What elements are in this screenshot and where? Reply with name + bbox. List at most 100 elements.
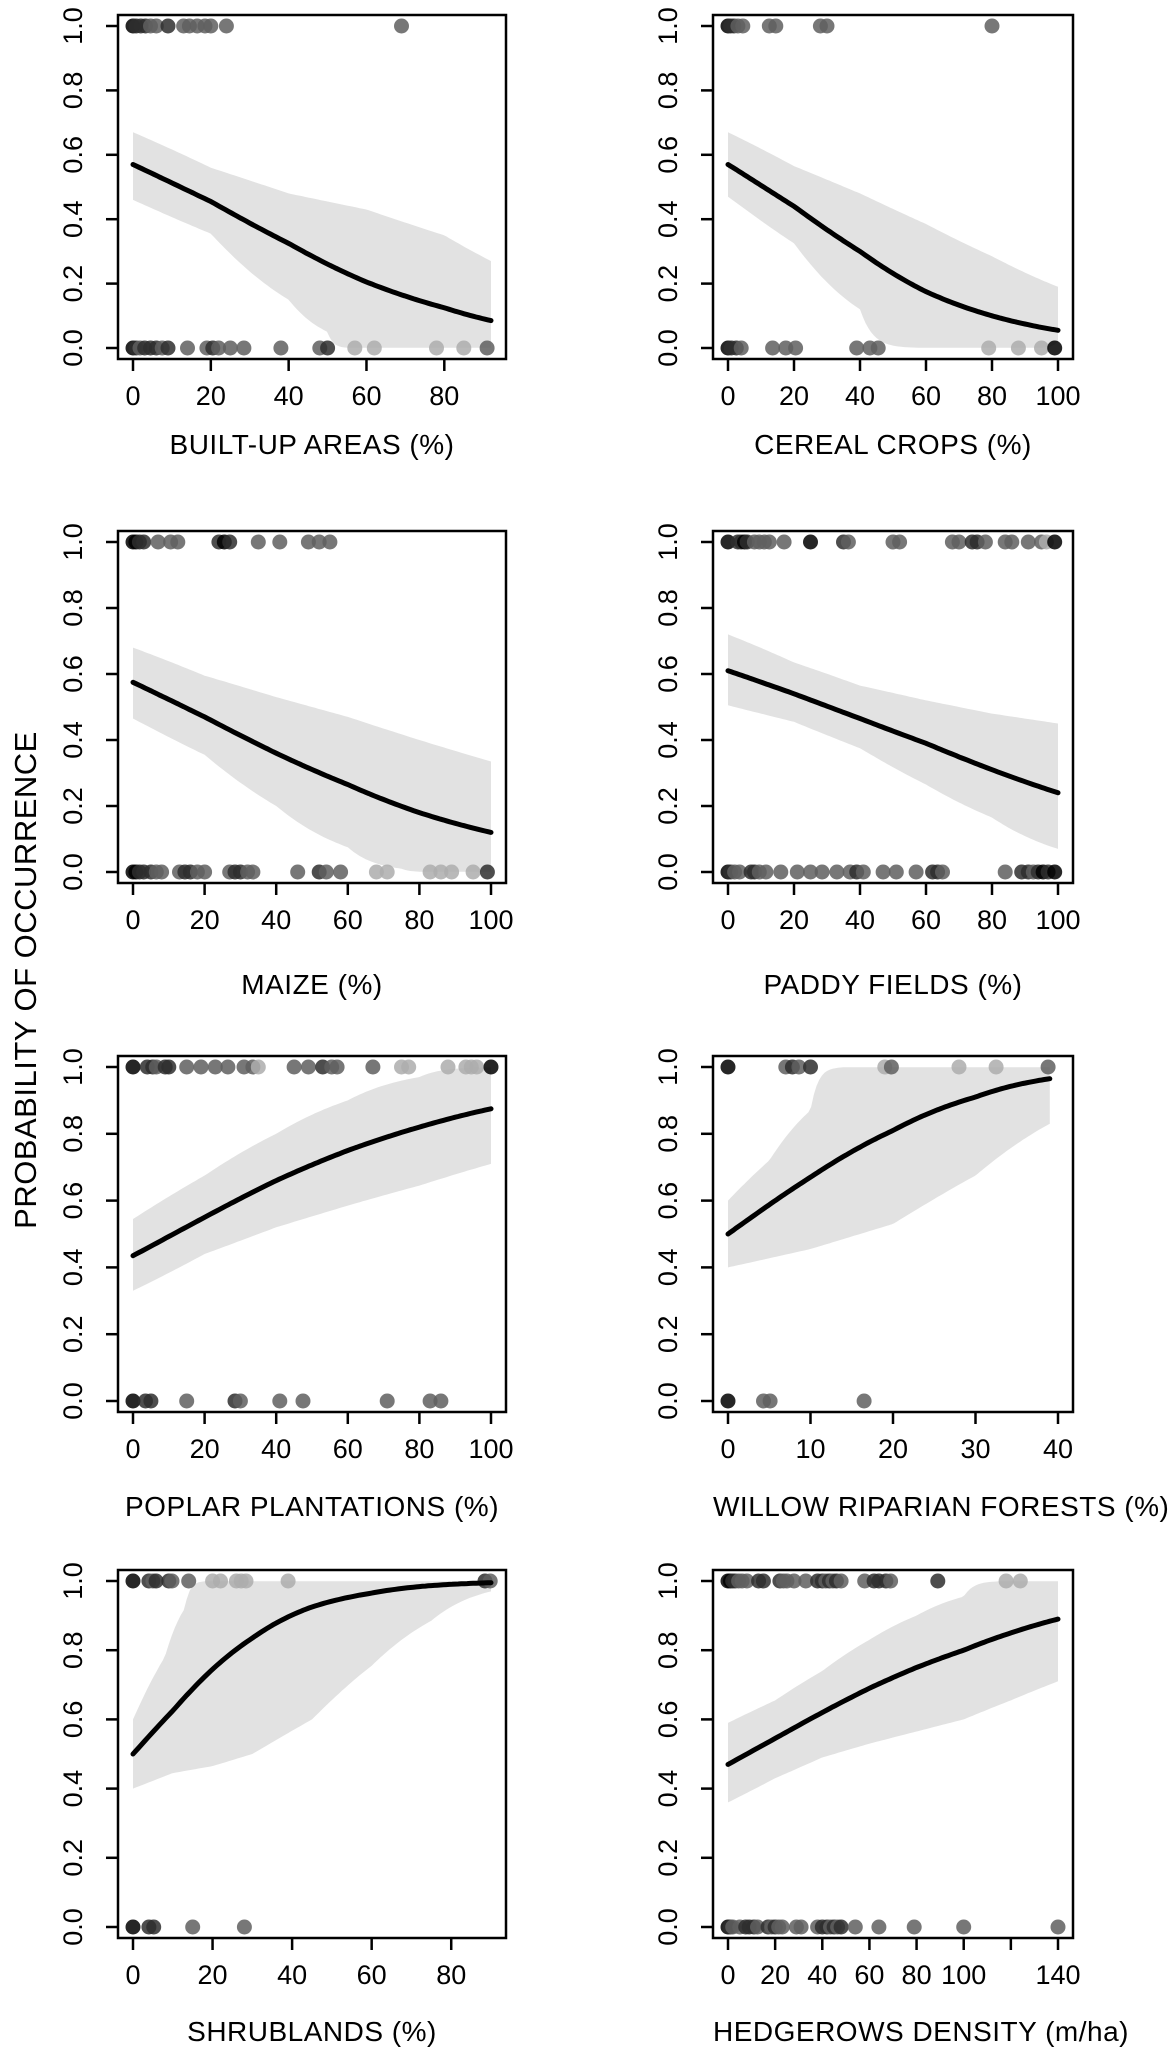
- panel-shrublands: 0.0 0.2 0.4 0.6 0.8 1.0 0 20 40 60 80 SHRUBLANDS (…: [38, 1556, 522, 2062]
- y-tick-label: 0.8: [653, 1631, 683, 1669]
- x-axis-title: CEREAL CROPS (%): [754, 429, 1032, 460]
- confidence-band: [133, 132, 491, 348]
- plot-frame: [116, 1568, 508, 1940]
- y-tick-label: 0.0: [653, 1908, 683, 1946]
- fitted-probability-curve: [130, 679, 494, 835]
- x-axis-title: HEDGEROWS DENSITY (m/ha): [713, 2016, 1129, 2047]
- x-tick-label: 80: [429, 381, 459, 411]
- x-tick-label: 40: [845, 905, 875, 935]
- cereal-crops-plot: 0.0 0.2 0.4 0.6 0.8 1.0 0 20 40 60 80 100: [653, 7, 1081, 411]
- x-tick-label: 60: [333, 1434, 363, 1464]
- x-tick-label: 40: [845, 381, 875, 411]
- x-axis-title: WILLOW RIPARIAN FORESTS (%): [713, 1491, 1170, 1522]
- y-axis: 0.0 0.2 0.4 0.6 0.8 1.0: [58, 7, 118, 367]
- observation-points: [720, 18, 1063, 356]
- fitted-probability-curve: [725, 1616, 1061, 1767]
- y-tick-label: 0.2: [653, 1839, 683, 1877]
- x-axis-title: BUILT-UP AREAS (%): [169, 429, 455, 460]
- observation-points: [125, 1573, 498, 1935]
- y-tick-label: 0.4: [58, 1249, 88, 1287]
- y-tick-label: 0.2: [653, 1315, 683, 1353]
- y-axis: 0.0 0.2 0.4 0.6 0.8 1.0: [58, 1048, 118, 1420]
- x-axis: 0 20 40 60 80: [125, 359, 459, 411]
- x-tick-label: 0: [125, 381, 140, 411]
- observation-points: [125, 18, 495, 356]
- confidence-band: [133, 647, 491, 872]
- x-tick-label: 20: [878, 1434, 908, 1464]
- y-tick-label: 0.6: [653, 136, 683, 174]
- x-tick-label: 0: [125, 1960, 140, 1990]
- hedgerows-density-plot: 0.0 0.2 0.4 0.6 0.8 1.0 0 20 40 60 80 100 140: [653, 1562, 1081, 1990]
- observation-points: [125, 1059, 499, 1409]
- x-tick-label: 80: [977, 905, 1007, 935]
- x-tick-label: 30: [960, 1434, 990, 1464]
- y-tick-label: 1.0: [653, 7, 683, 45]
- paddy-fields-plot: 0.0 0.2 0.4 0.6 0.8 1.0 0 20 40 60 80 100: [653, 523, 1081, 935]
- y-tick-label: 0.4: [58, 200, 88, 238]
- x-tick-label: 40: [1043, 1434, 1073, 1464]
- x-tick-label: 40: [261, 1434, 291, 1464]
- fitted-probability-curve: [725, 1076, 1053, 1237]
- willow-riparian-forests-plot: 0.0 0.2 0.4 0.6 0.8 1.0 0 10 20 30 40: [653, 1048, 1075, 1464]
- shrublands-plot: 0.0 0.2 0.4 0.6 0.8 1.0 0 20 40 60 80: [58, 1562, 508, 1990]
- observation-points: [720, 1573, 1066, 1935]
- y-tick-label: 0.4: [653, 721, 683, 759]
- y-tick-label: 0.0: [58, 329, 88, 367]
- x-tick-label: 40: [807, 1960, 837, 1990]
- confidence-band: [728, 1067, 1050, 1268]
- x-tick-label: 100: [468, 1434, 513, 1464]
- fitted-probability-curve: [130, 162, 494, 324]
- x-tick-label: 80: [902, 1960, 932, 1990]
- confidence-band: [133, 1581, 491, 1789]
- y-tick-label: 0.6: [58, 1182, 88, 1220]
- x-tick-label: 20: [196, 381, 226, 411]
- fitted-probability-curve: [130, 1580, 494, 1757]
- x-tick-label: 60: [357, 1960, 387, 1990]
- x-axis: 0 20 40 60 80 100: [720, 883, 1081, 935]
- y-tick-label: 0.6: [653, 1701, 683, 1739]
- x-axis: 0 20 40 60 80 100: [125, 1412, 514, 1464]
- x-tick-label: 0: [720, 1960, 735, 1990]
- x-axis: 0 20 40 60 80 100: [720, 359, 1081, 411]
- x-tick-label: 10: [795, 1434, 825, 1464]
- y-tick-label: 0.2: [653, 265, 683, 303]
- x-axis-title: MAIZE (%): [241, 969, 383, 1000]
- y-axis: 0.0 0.2 0.4 0.6 0.8 1.0: [653, 1048, 713, 1420]
- x-tick-label: 100: [1035, 905, 1080, 935]
- x-axis: 0 10 20 30 40: [720, 1412, 1073, 1464]
- y-tick-label: 0.2: [58, 1839, 88, 1877]
- x-axis: 0 20 40 60 80 100 140: [720, 1938, 1081, 1990]
- x-tick-label: 60: [854, 1960, 884, 1990]
- panel-paddy-fields: 0.0 0.2 0.4 0.6 0.8 1.0 0 20 40 60 80 100 PADDY FIE…: [633, 517, 1089, 1007]
- x-tick-label: 20: [190, 1434, 220, 1464]
- plot-frame: [711, 529, 1075, 885]
- plot-frame: [711, 1568, 1075, 1940]
- confidence-band: [728, 132, 1058, 348]
- y-tick-label: 0.0: [653, 1382, 683, 1420]
- y-tick-label: 1.0: [58, 523, 88, 561]
- y-axis: 0.0 0.2 0.4 0.6 0.8 1.0: [58, 1562, 118, 1946]
- y-tick-label: 0.0: [58, 1382, 88, 1420]
- panel-maize: 0.0 0.2 0.4 0.6 0.8 1.0 0 20 40 60 80 100 MAIZE (%): [38, 517, 522, 1007]
- y-tick-label: 0.6: [58, 1701, 88, 1739]
- y-tick-label: 0.0: [58, 853, 88, 891]
- plot-frame: [116, 529, 508, 885]
- x-tick-label: 100: [1035, 381, 1080, 411]
- x-axis-title: PADDY FIELDS (%): [763, 969, 1023, 1000]
- y-tick-label: 0.4: [653, 1249, 683, 1287]
- y-tick-label: 1.0: [653, 1048, 683, 1086]
- x-tick-label: 20: [779, 381, 809, 411]
- x-tick-label: 100: [468, 905, 513, 935]
- plot-frame: [711, 13, 1075, 361]
- y-tick-label: 1.0: [58, 1562, 88, 1600]
- confidence-band: [728, 1581, 1058, 1803]
- y-tick-label: 0.4: [653, 200, 683, 238]
- x-axis: 0 20 40 60 80: [125, 1938, 466, 1990]
- y-tick-label: 0.0: [58, 1908, 88, 1946]
- x-tick-label: 80: [977, 381, 1007, 411]
- x-axis-title: SHRUBLANDS (%): [187, 2016, 437, 2047]
- x-tick-label: 80: [436, 1960, 466, 1990]
- y-tick-label: 1.0: [58, 7, 88, 45]
- confidence-band: [133, 1067, 491, 1291]
- x-tick-label: 40: [261, 905, 291, 935]
